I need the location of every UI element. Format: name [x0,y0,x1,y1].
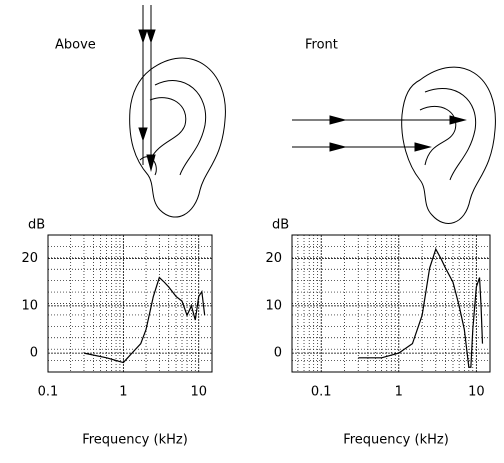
x-tick-label: 1 [119,385,127,400]
panel-title: Front [305,38,338,53]
y-tick-label: 0 [30,346,38,361]
ear-above [129,5,226,218]
plot-frame [47,234,213,373]
y-tick-label: 10 [265,298,282,313]
y-axis-label: dB [272,218,289,233]
plot-frame [291,234,491,373]
y-tick-label: 0 [274,346,282,361]
x-tick-label: 0.1 [311,385,332,400]
y-axis-label: dB [28,218,45,233]
x-axis-label: Frequency (kHz) [82,433,188,448]
y-tick-label: 20 [265,251,282,266]
line [83,276,206,364]
x-axis-label: Frequency (kHz) [343,433,449,448]
panel-title: Above [55,38,96,53]
y-tick-label: 20 [21,251,38,266]
y-tick-label: 10 [21,298,38,313]
x-tick-label: 10 [468,385,485,400]
ear-front [292,66,496,224]
x-tick-label: 0.1 [38,385,59,400]
x-tick-label: 1 [395,385,403,400]
x-tick-label: 10 [190,385,207,400]
line [358,247,484,368]
